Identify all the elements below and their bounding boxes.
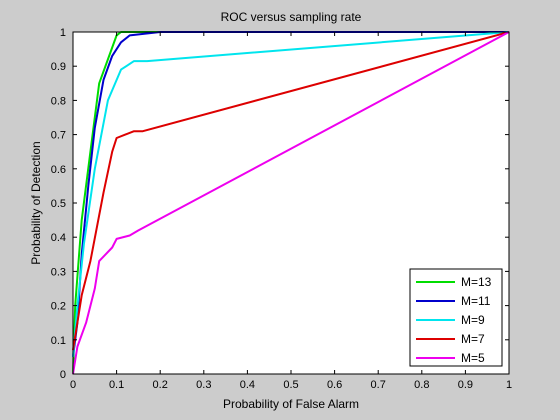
legend-entry: M=7 <box>461 332 485 346</box>
y-tick-label: 0.2 <box>51 301 66 313</box>
legend-entry: M=5 <box>461 351 485 365</box>
legend-entry: M=13 <box>461 275 492 289</box>
x-tick-label: 0.6 <box>327 379 342 391</box>
y-tick-label: 0.1 <box>51 335 66 347</box>
x-axis-ticks: 0 0.1 0.2 0.3 0.4 0.5 0.6 0.7 0.8 0.9 1 <box>70 32 512 391</box>
y-tick-label: 0.8 <box>51 95 66 107</box>
legend: M=13 M=11 M=9 M=7 M=5 <box>409 268 503 367</box>
legend-entry: M=9 <box>461 313 485 327</box>
y-tick-label: 0.4 <box>51 232 66 244</box>
x-tick-label: 0 <box>70 379 76 391</box>
x-tick-label: 0.2 <box>153 379 168 391</box>
series-layer <box>72 31 510 375</box>
series-line-m-5 <box>72 31 510 375</box>
y-tick-label: 0.3 <box>51 266 66 278</box>
y-tick-label: 1 <box>60 27 66 39</box>
x-tick-label: 0.7 <box>371 379 386 391</box>
x-tick-label: 0.3 <box>196 379 211 391</box>
series-line-m-9 <box>72 31 510 357</box>
x-tick-label: 0.8 <box>414 379 429 391</box>
legend-box <box>409 268 503 367</box>
y-tick-label: 0 <box>60 369 66 381</box>
y-tick-label: 0.5 <box>51 198 66 210</box>
series-line-m-13 <box>72 31 509 375</box>
y-axis-ticks: 0 0.1 0.2 0.3 0.4 0.5 0.6 0.7 0.8 0.9 1 <box>51 27 509 381</box>
x-tick-label: 0.4 <box>240 379 255 391</box>
y-axis-label: Probability of Detection <box>29 141 43 264</box>
x-tick-label: 0.9 <box>458 379 473 391</box>
y-tick-label: 0.7 <box>51 130 66 142</box>
x-tick-label: 1 <box>506 379 512 391</box>
y-tick-label: 0.9 <box>51 61 66 73</box>
x-tick-label: 0.1 <box>109 379 124 391</box>
series-line-m-7 <box>72 31 510 351</box>
legend-entry: M=11 <box>461 294 491 308</box>
chart-title: ROC versus sampling rate <box>221 10 362 24</box>
x-tick-label: 0.5 <box>283 379 298 391</box>
x-axis-label: Probability of False Alarm <box>223 397 359 411</box>
y-tick-label: 0.6 <box>51 164 66 176</box>
